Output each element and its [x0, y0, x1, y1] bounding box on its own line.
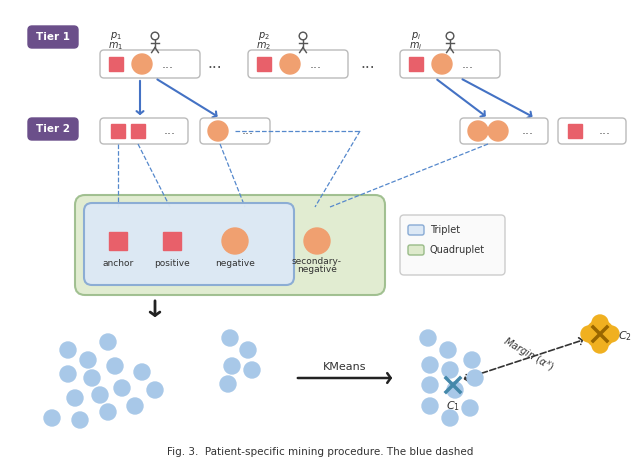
Circle shape [420, 330, 436, 346]
Text: ...: ... [361, 57, 375, 71]
Circle shape [603, 326, 619, 342]
Text: $p_i$: $p_i$ [411, 30, 421, 42]
Circle shape [488, 121, 508, 141]
Circle shape [100, 334, 116, 350]
Bar [163, 232, 181, 250]
FancyBboxPatch shape [200, 118, 270, 144]
FancyBboxPatch shape [400, 215, 505, 275]
Text: ...: ... [599, 125, 611, 137]
Circle shape [208, 121, 228, 141]
Circle shape [60, 366, 76, 382]
Text: ...: ... [164, 125, 176, 137]
Circle shape [84, 370, 100, 386]
Circle shape [114, 380, 130, 396]
Text: $m_1$: $m_1$ [108, 40, 124, 52]
Bar [131, 124, 145, 138]
Text: Triplet: Triplet [430, 225, 460, 235]
Text: positive: positive [154, 259, 190, 268]
Bar [409, 57, 423, 71]
Text: Quadruplet: Quadruplet [430, 245, 485, 255]
Text: Fig. 3.  Patient-specific mining procedure. The blue dashed: Fig. 3. Patient-specific mining procedur… [167, 447, 473, 457]
Text: $m_2$: $m_2$ [257, 40, 271, 52]
Text: ...: ... [242, 125, 254, 137]
Circle shape [100, 404, 116, 420]
Circle shape [132, 54, 152, 74]
Circle shape [462, 400, 478, 416]
Circle shape [92, 387, 108, 403]
Text: negative: negative [215, 259, 255, 268]
Text: ...: ... [208, 57, 222, 71]
Circle shape [586, 320, 614, 348]
FancyBboxPatch shape [460, 118, 548, 144]
Circle shape [432, 54, 452, 74]
Text: $p_1$: $p_1$ [110, 30, 122, 42]
FancyBboxPatch shape [400, 50, 500, 78]
FancyBboxPatch shape [28, 118, 78, 140]
Circle shape [280, 54, 300, 74]
Text: Tier 1: Tier 1 [36, 32, 70, 42]
Circle shape [581, 326, 597, 342]
Bar [568, 124, 582, 138]
Circle shape [107, 358, 123, 374]
Text: Margin $(\alpha^x)$: Margin $(\alpha^x)$ [500, 335, 556, 375]
Text: $m_i$: $m_i$ [410, 40, 422, 52]
FancyBboxPatch shape [100, 118, 188, 144]
Circle shape [222, 228, 248, 254]
Circle shape [134, 364, 150, 380]
FancyBboxPatch shape [75, 195, 385, 295]
FancyBboxPatch shape [28, 26, 78, 48]
Circle shape [127, 398, 143, 414]
FancyBboxPatch shape [408, 225, 424, 235]
Circle shape [422, 377, 438, 393]
FancyBboxPatch shape [248, 50, 348, 78]
FancyBboxPatch shape [558, 118, 626, 144]
FancyBboxPatch shape [408, 245, 424, 255]
Circle shape [304, 228, 330, 254]
Circle shape [44, 410, 60, 426]
Circle shape [464, 352, 480, 368]
Circle shape [468, 121, 488, 141]
Circle shape [147, 382, 163, 398]
Circle shape [422, 357, 438, 373]
Circle shape [244, 362, 260, 378]
Text: ...: ... [310, 57, 322, 71]
Circle shape [67, 390, 83, 406]
FancyBboxPatch shape [84, 203, 294, 285]
Text: $p_2$: $p_2$ [258, 30, 270, 42]
Bar [111, 124, 125, 138]
Circle shape [467, 370, 483, 386]
Circle shape [80, 352, 96, 368]
Circle shape [220, 376, 236, 392]
Text: $C_2$: $C_2$ [618, 329, 632, 343]
Circle shape [442, 362, 458, 378]
Text: Tier 2: Tier 2 [36, 124, 70, 134]
Circle shape [60, 342, 76, 358]
Circle shape [222, 330, 238, 346]
Circle shape [72, 412, 88, 428]
Text: ...: ... [162, 57, 174, 71]
Circle shape [440, 342, 456, 358]
Circle shape [422, 398, 438, 414]
Text: negative: negative [297, 266, 337, 275]
Text: secondary-: secondary- [292, 256, 342, 266]
Bar [257, 57, 271, 71]
Text: $C_1$: $C_1$ [446, 399, 460, 413]
Text: KMeans: KMeans [323, 362, 367, 372]
Circle shape [592, 315, 608, 331]
FancyBboxPatch shape [100, 50, 200, 78]
Text: ...: ... [462, 57, 474, 71]
Text: ...: ... [522, 125, 534, 137]
Circle shape [592, 337, 608, 353]
Text: anchor: anchor [102, 259, 134, 268]
Bar [109, 57, 123, 71]
Circle shape [442, 410, 458, 426]
Circle shape [447, 382, 463, 398]
Bar [109, 232, 127, 250]
Circle shape [240, 342, 256, 358]
Circle shape [224, 358, 240, 374]
